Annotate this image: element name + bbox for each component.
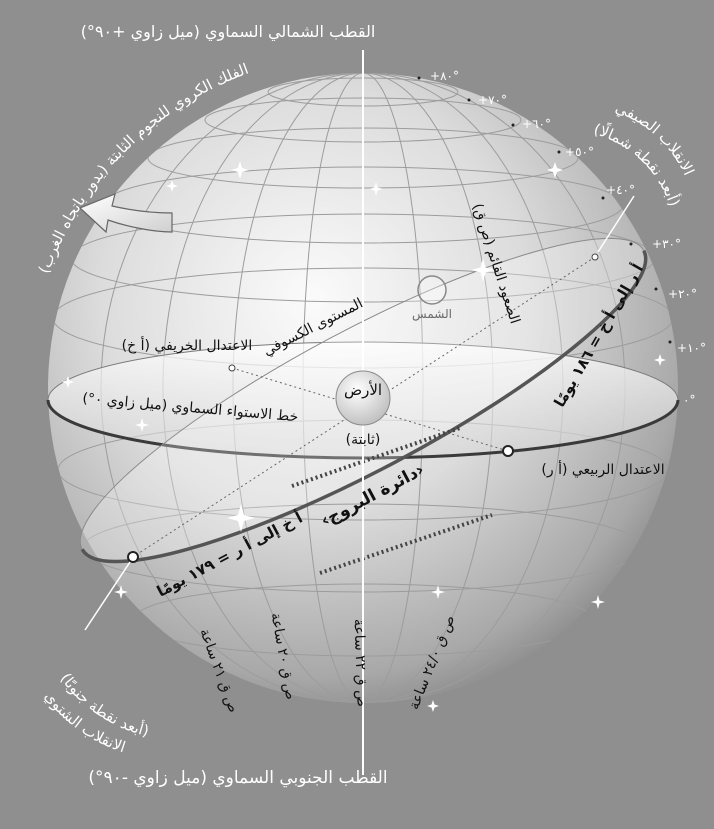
star-icon (427, 700, 439, 712)
equinox-line (231, 367, 509, 452)
dec-tick-20: +٢٠° (668, 287, 697, 301)
dec-tick-30: +٣٠° (652, 237, 681, 251)
spring-equinox-label: الاعتدال الربيعي (أ ر) (541, 460, 664, 478)
dec-tick-60: +٦٠° (522, 117, 551, 131)
star-icon (654, 354, 666, 366)
sun-icon (417, 275, 447, 305)
declination-dots (417, 76, 672, 344)
winter-leader (84, 561, 131, 631)
spring-equinox-point (502, 445, 514, 457)
summer-solstice-point (591, 253, 599, 261)
star-icon (471, 258, 495, 282)
dec-tick-80: +٨٠° (430, 69, 459, 83)
star-icon (114, 585, 128, 599)
star-icon (227, 504, 255, 532)
star-icon (431, 585, 445, 599)
star-icon (231, 161, 249, 179)
earth-fixed-label: (ثابتة) (346, 432, 381, 448)
star-icon (369, 182, 383, 196)
dec-tick-0: ٠° (683, 393, 695, 407)
rotation-arrow-icon (78, 193, 173, 234)
earth-label: الأرض (344, 380, 382, 399)
sun-label: الشمس (412, 307, 452, 322)
autumn-equinox-point (228, 364, 236, 372)
south-pole-label: القطب الجنوبي السماوي (ميل زاوي -٩٠°) (88, 768, 387, 788)
star-icon (135, 418, 149, 432)
dec-tick-40: +٤٠° (606, 183, 635, 197)
star-icon (591, 595, 605, 609)
summer-leader (597, 195, 635, 253)
declination-tick-labels: +٨٠° +٧٠° +٦٠° +٥٠° +٤٠° +٣٠° +٢٠° +١٠° … (430, 69, 706, 407)
north-pole-label: القطب الشمالي السماوي (ميل زاوي +٩٠°) (81, 22, 376, 42)
autumn-equinox-label: الاعتدال الخريفي (أ خ) (122, 336, 253, 354)
star-icon (62, 376, 74, 388)
dec-tick-70: +٧٠° (478, 93, 507, 107)
ra-22-label: ص ق ٢٢ ساعة (350, 619, 369, 708)
dec-tick-50: +٥٠° (565, 145, 594, 159)
dec-tick-10: +١٠° (677, 341, 706, 355)
star-icon (166, 180, 178, 192)
ecliptic-hatch-2 (319, 513, 493, 575)
star-icon (547, 162, 563, 178)
winter-solstice-point (127, 551, 139, 563)
earth-icon (335, 370, 391, 426)
stars (62, 161, 666, 712)
